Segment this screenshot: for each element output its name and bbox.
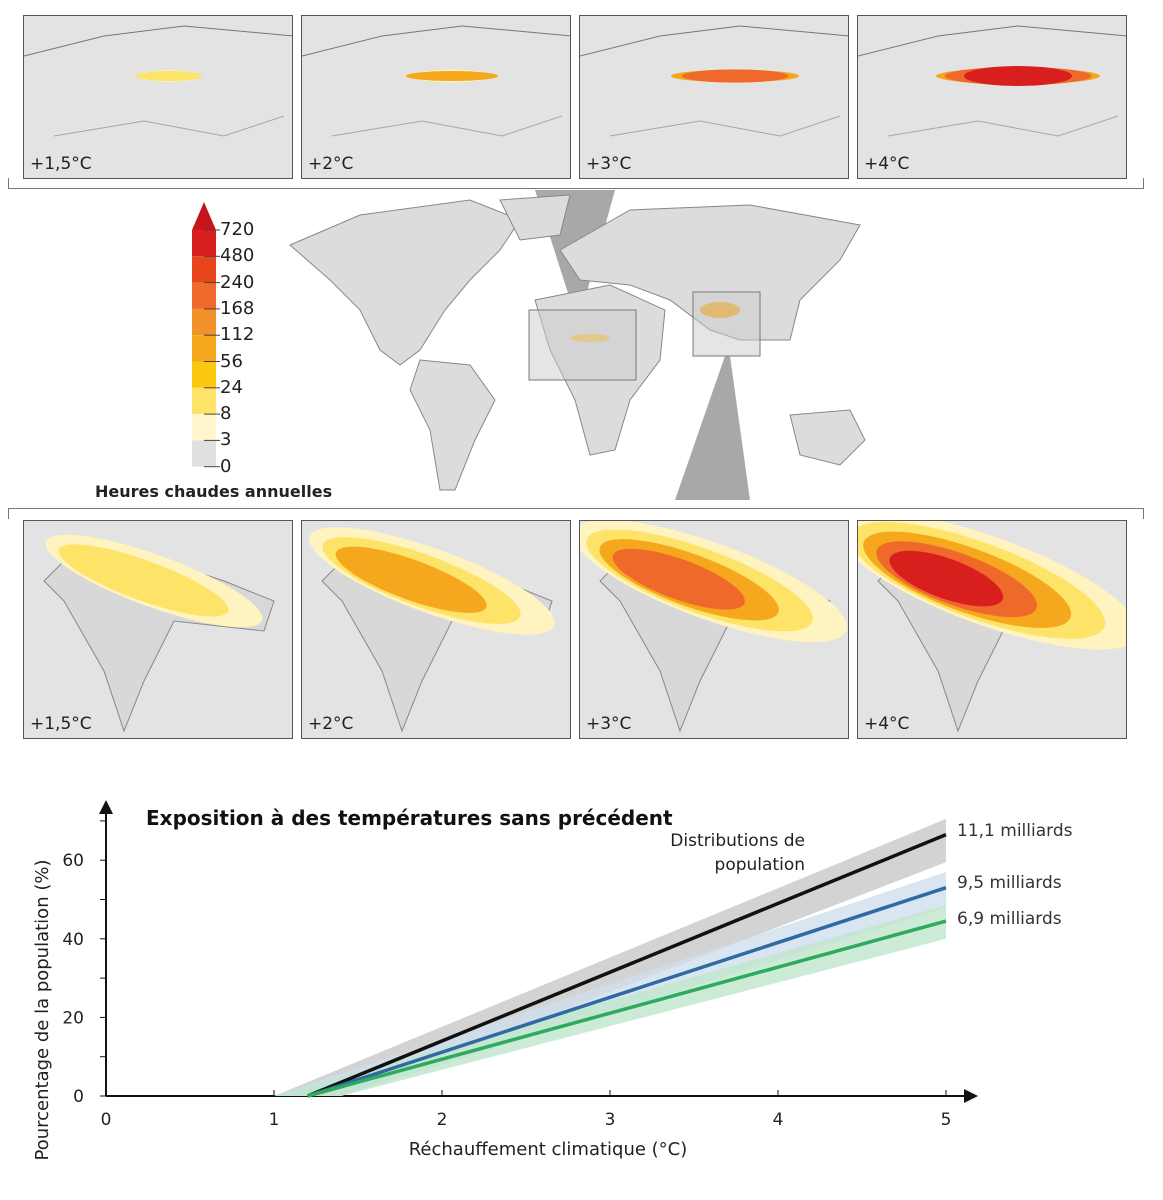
confidence-band — [274, 818, 946, 1096]
sahel-zoom-box — [528, 309, 637, 381]
heat-map — [858, 25, 1126, 137]
legend-swatch — [192, 387, 216, 415]
legend-tick-label: 112 — [220, 324, 255, 346]
legend-tick-label: 56 — [220, 350, 243, 372]
y-axis-label: Pourcentage de la population (%) — [32, 860, 53, 1161]
chart-title: Exposition à des températures sans précé… — [146, 806, 673, 830]
warming-level-label: +2°C — [308, 154, 354, 174]
x-tick-label: 0 — [101, 1110, 112, 1130]
series-line — [307, 919, 947, 1098]
legend-tick-label: 480 — [220, 245, 255, 267]
series-label: 6,9 milliards — [957, 909, 1062, 929]
south-asia-zoom-box — [692, 291, 761, 357]
series-label: 11,1 milliards — [957, 821, 1073, 841]
warming-level-label: +1,5°C — [30, 154, 92, 174]
world-map — [289, 190, 866, 500]
heat-map — [43, 534, 275, 733]
map-panel: +2°C — [301, 15, 571, 179]
annotation-line1: Distributions de — [670, 831, 805, 851]
north-america — [289, 199, 521, 366]
warming-level-label: +4°C — [864, 154, 910, 174]
legend-tick-label: 0 — [220, 455, 232, 477]
greenland — [499, 194, 571, 241]
warming-level-label: +3°C — [586, 714, 632, 734]
legend-title: Heures chaudes annuelles — [95, 482, 333, 501]
legend-arrow — [192, 202, 216, 230]
legend-swatch — [192, 361, 216, 388]
eurasia — [559, 204, 861, 341]
x-tick-label: 4 — [773, 1110, 784, 1130]
legend-swatch — [192, 230, 216, 257]
y-tick-label: 0 — [73, 1087, 84, 1107]
map-panel: +3°C — [579, 520, 849, 739]
legend-tick-label: 168 — [220, 297, 255, 319]
bottom-bracket — [8, 508, 1144, 519]
exposure-line-chart: Exposition à des températures sans précé… — [32, 800, 1073, 1161]
confidence-band — [274, 905, 946, 1096]
series-label: 9,5 milliards — [957, 873, 1062, 893]
y-tick-label: 40 — [62, 930, 84, 950]
legend-swatch — [192, 256, 216, 283]
legend-swatch — [192, 282, 216, 309]
legend-swatch — [192, 308, 216, 336]
x-tick-label: 1 — [269, 1110, 280, 1130]
legend-swatch — [192, 414, 216, 441]
map-panel: +3°C — [579, 15, 849, 179]
x-tick-label: 2 — [437, 1110, 448, 1130]
heat-map — [858, 521, 1126, 733]
heat-map — [580, 521, 847, 733]
y-axis-arrow — [99, 800, 113, 814]
x-tick-label: 3 — [605, 1110, 616, 1130]
map-panel: +1,5°C — [23, 15, 293, 179]
heat-map — [580, 25, 848, 137]
annotation-line2: population — [715, 855, 805, 875]
south-america — [409, 359, 496, 491]
y-tick-label: 60 — [62, 851, 84, 871]
x-axis-label: Réchauffement climatique (°C) — [409, 1139, 688, 1160]
map-panel: +2°C — [301, 520, 571, 739]
top-bracket — [8, 178, 1144, 189]
warming-level-label: +3°C — [586, 154, 632, 174]
warming-level-label: +2°C — [308, 714, 354, 734]
heat-map — [309, 527, 555, 733]
map-panel: +4°C — [857, 520, 1127, 739]
heat-map — [302, 25, 570, 137]
map-panel: +4°C — [857, 15, 1127, 179]
legend-tick-label: 24 — [220, 376, 243, 398]
legend-tick-label: 3 — [220, 429, 232, 451]
legend-tick-label: 240 — [220, 271, 255, 293]
warming-level-label: +1,5°C — [30, 714, 92, 734]
legend-tick-label: 720 — [220, 219, 255, 240]
map-panel: +1,5°C — [23, 520, 293, 739]
warming-level-label: +4°C — [864, 714, 910, 734]
x-tick-label: 5 — [941, 1110, 952, 1130]
legend-swatch — [192, 335, 216, 362]
series-line — [307, 886, 947, 1098]
zoom-funnel-bottom — [675, 356, 750, 500]
x-axis-arrow — [964, 1089, 978, 1103]
australia — [789, 409, 866, 466]
series-line — [306, 833, 947, 1098]
y-tick-label: 20 — [62, 1008, 84, 1028]
heat-map — [24, 25, 292, 137]
legend-tick-label: 8 — [220, 403, 232, 425]
legend-swatch — [192, 440, 216, 467]
